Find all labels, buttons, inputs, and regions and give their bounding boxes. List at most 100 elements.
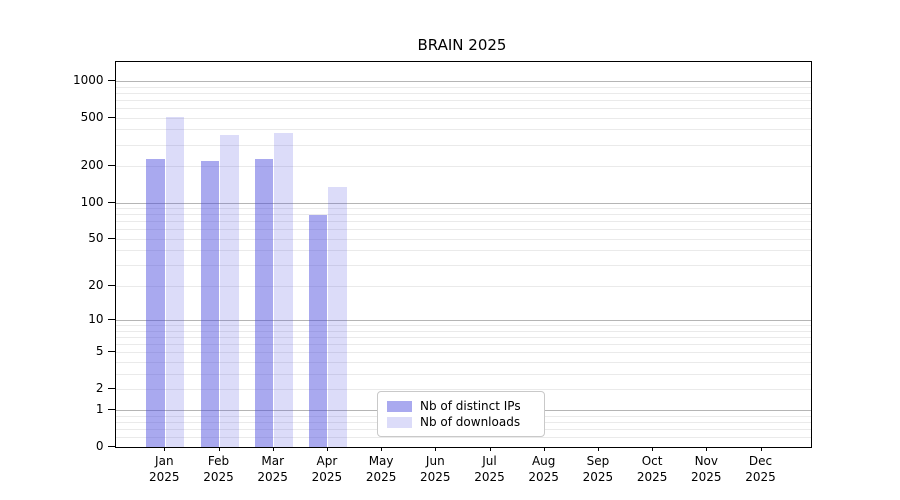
x-tick-label-may: May 2025 [351,454,411,485]
minor-gridline [115,285,811,287]
y-tick-mark [107,116,115,118]
x-tick-mark [435,447,437,451]
x-tick-month: Jun [425,454,445,468]
minor-gridline [115,388,811,390]
minor-gridline [115,330,811,332]
x-tick-month: Dec [748,454,773,468]
x-tick-year: 2025 [149,469,180,484]
x-tick-year: 2025 [365,469,397,484]
plot-area [114,61,812,448]
y-tick-mark [107,318,115,321]
bar-apr-downloads [328,187,347,447]
x-tick-month: Oct [641,454,663,468]
bar-jan-distinct-ips [146,159,165,447]
y-tick-mark [107,351,115,353]
bar-feb-distinct-ips [200,160,219,447]
major-gridline [115,319,811,321]
y-tick-mark [107,165,115,167]
minor-gridline [115,229,811,231]
bar-apr-distinct-ips [308,214,328,447]
x-tick-year: 2025 [420,469,451,484]
minor-gridline [115,117,811,119]
y-tick-label: 50 [88,230,104,245]
x-tick-year: 2025 [528,469,559,484]
x-tick-mark [543,447,545,451]
y-tick-label: 100 [80,194,104,209]
x-tick-year: 2025 [636,469,668,484]
y-tick-mark [107,237,115,239]
x-tick-mark [218,447,220,451]
chart-title: BRAIN 2025 [417,36,507,54]
minor-gridline [115,86,811,88]
y-tick-label: 5 [95,344,104,359]
minor-gridline [115,373,811,375]
legend-entry-downloads: Nb of downloads [387,414,535,430]
x-tick-month: Feb [207,454,230,468]
x-tick-label-sep: Sep 2025 [568,454,628,485]
x-tick-mark [272,447,274,451]
x-tick-year: 2025 [582,469,614,484]
x-tick-month: Sep [586,454,610,468]
x-tick-month: Nov [694,454,718,468]
minor-gridline [115,343,811,345]
y-tick-label: 1000 [72,72,104,87]
x-tick-label-jun: Jun 2025 [405,454,465,485]
y-tick-label: 0 [95,439,104,453]
x-tick-label-feb: Feb 2025 [189,454,249,485]
minor-gridline [115,208,811,209]
minor-gridline [115,250,811,252]
x-tick-mark [760,447,762,451]
minor-gridline [115,265,811,266]
minor-gridline [115,99,811,101]
y-tick-label: 500 [80,109,104,124]
x-tick-label-oct: Oct 2025 [622,454,682,485]
y-tick-mark [107,201,115,203]
x-tick-mark [326,447,329,451]
minor-gridline [115,352,811,354]
x-tick-month: Aug [531,454,556,468]
minor-gridline [115,361,811,363]
x-tick-label-jan: Jan 2025 [134,454,194,485]
minor-gridline [115,92,811,94]
y-tick-mark [107,409,115,411]
minor-gridline [115,325,811,326]
x-tick-label-mar: Mar 2025 [243,454,303,485]
minor-gridline [115,129,811,131]
x-tick-label-nov: Nov 2025 [676,454,736,485]
x-tick-label-jul: Jul 2025 [460,454,520,485]
y-tick-mark [107,387,115,389]
x-tick-month: Jul [482,454,497,468]
x-tick-year: 2025 [257,469,288,484]
x-tick-year: 2025 [691,469,722,484]
major-gridline [115,80,811,82]
bar-feb-downloads [220,135,239,447]
x-tick-year: 2025 [474,469,505,484]
legend-label-distinct-ips: Nb of distinct IPs [420,399,521,413]
major-gridline [115,202,811,204]
y-tick-mark [107,446,115,448]
minor-gridline [115,336,811,338]
legend-entry-distinct-ips: Nb of distinct IPs [387,398,535,414]
minor-gridline [115,144,811,146]
x-tick-mark [706,447,708,451]
x-tick-year: 2025 [745,469,776,484]
x-tick-label-apr: Apr 2025 [297,454,357,485]
y-tick-mark [107,284,115,286]
y-tick-label: 20 [88,277,104,292]
x-tick-month: Mar [261,454,284,468]
bar-jan-downloads [165,116,185,447]
legend: Nb of distinct IPs Nb of downloads [377,391,545,437]
bar-mar-distinct-ips [254,159,274,447]
minor-gridline [115,108,811,109]
x-tick-month: Jan [155,454,174,468]
y-tick-label: 200 [80,158,104,172]
minor-gridline [115,166,811,167]
minor-gridline [115,221,811,223]
x-tick-month: May [368,454,394,468]
legend-label-downloads: Nb of downloads [420,415,521,429]
x-tick-year: 2025 [203,469,234,484]
x-tick-mark [164,447,166,451]
x-tick-label-dec: Dec 2025 [731,454,791,485]
minor-gridline [115,437,811,439]
